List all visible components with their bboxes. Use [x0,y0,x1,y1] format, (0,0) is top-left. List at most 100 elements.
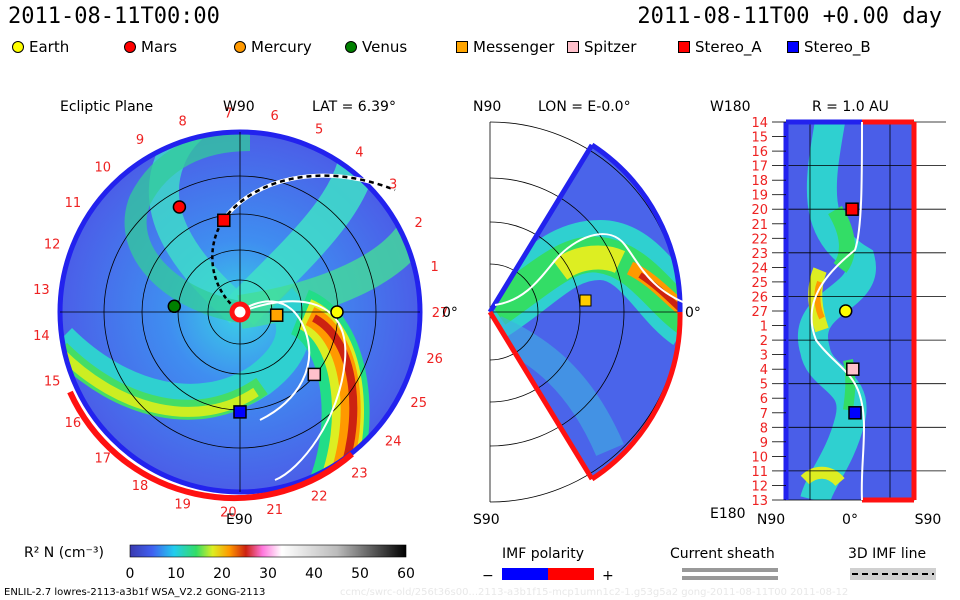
legend-item-earth: Earth [12,38,69,56]
imf-negative-swatch [502,568,548,580]
ecliptic-messenger-marker [269,308,284,322]
synoptic-y-tick-14: 14 [751,116,768,131]
synoptic-y-tick-25: 25 [751,276,768,291]
synoptic-y-tick-11: 11 [751,465,768,480]
watermark: ccmc/swrc-old/256t36s00...2113-a3b1f15-m… [340,587,849,598]
synoptic-top-label: W180 [710,99,751,115]
synoptic-spitzer-marker [846,362,860,376]
ecliptic-top-label: W90 [223,99,255,115]
colorbar-label: R² N (cm⁻³) [24,545,104,561]
ecliptic-bodies [167,200,344,419]
carrington-label-16: 16 [65,416,82,431]
imf-title: IMF polarity [502,546,584,562]
stereo-a-swatch [678,41,690,53]
synoptic-y-tick-23: 23 [751,247,768,262]
ecliptic-stereo-a-marker [217,213,231,228]
legend-item-spitzer: Spitzer [567,38,636,56]
carrington-label-24: 24 [385,435,402,450]
carrington-label-25: 25 [410,396,427,411]
colorbar-tick-0: 0 [126,566,135,582]
carrington-label-20: 20 [220,506,237,521]
mars-swatch [124,41,136,53]
synoptic-y-tick-6: 6 [760,392,768,407]
carrington-label-22: 22 [311,490,328,505]
imf-positive-swatch [548,568,594,580]
synoptic-y-tick-22: 22 [751,232,768,247]
imf-plus: + [602,568,614,584]
meridional-lon: LON = E-0.0° [538,99,631,115]
synoptic-y-tick-18: 18 [751,174,768,189]
synoptic-r: R = 1.0 AU [812,99,889,115]
synoptic-y-tick-3: 3 [760,349,768,364]
synoptic-y-tick-27: 27 [751,305,768,320]
carrington-label-23: 23 [351,466,368,481]
carrington-label-21: 21 [266,503,283,518]
synoptic-y-tick-21: 21 [751,218,768,233]
carrington-label-2: 2 [415,216,423,231]
carrington-label-3: 3 [389,177,397,192]
colorbar-tick-40: 40 [305,566,323,582]
earth-swatch [12,41,24,53]
date-title: 2011-08-11T00:00 [8,4,220,29]
legend-item-messenger: Messenger [456,38,554,56]
legend-label: Stereo_A [695,38,762,56]
legend-label: Messenger [473,38,555,56]
synoptic-y-tick-16: 16 [751,145,768,160]
carrington-label-4: 4 [355,146,363,161]
ecliptic-spitzer-marker [307,367,322,382]
carrington-label-6: 6 [271,109,279,124]
carrington-label-19: 19 [174,498,191,513]
messenger-swatch [456,41,468,53]
legend-label: Mercury [251,38,312,56]
carrington-label-18: 18 [132,479,149,494]
ecliptic-mars-marker [172,200,187,214]
synoptic-panel: 1415161718192021222324252627123456789101… [751,116,946,528]
ecliptic-lat: LAT = 6.39° [312,99,396,115]
synoptic-earth-marker [838,304,853,318]
ecliptic-bottom-label: E90 [226,512,253,528]
synoptic-bottom-label: E180 [710,506,746,522]
colorbar-tick-10: 10 [167,566,185,582]
ecliptic-venus-marker [167,299,182,314]
legend-label: Earth [29,38,70,56]
colorbar-tick-60: 60 [397,566,415,582]
carrington-label-14: 14 [33,329,50,344]
ecliptic-title: Ecliptic Plane [60,99,153,115]
synoptic-y-tick-19: 19 [751,189,768,204]
spitzer-swatch [567,41,579,53]
synoptic-y-tick-4: 4 [760,363,768,378]
synoptic-x-tick-n90: N90 [757,512,785,528]
legend-item-mars: Mars [124,38,177,56]
ecliptic-earth-marker [330,305,344,319]
carrington-label-1: 1 [430,260,438,275]
synoptic-y-tick-9: 9 [760,436,768,451]
carrington-label-11: 11 [65,196,82,211]
venus-swatch [345,41,357,53]
legend-label: Mars [141,38,178,56]
synoptic-x-tick-0-: 0° [842,512,858,528]
legend-item-venus: Venus [345,38,407,56]
colorbar-ticks: 0 10 20 30 40 50 60 [126,566,415,582]
carrington-label-13: 13 [33,283,50,298]
meridional-bottom-label: S90 [473,512,500,528]
synoptic-y-tick-2: 2 [760,334,768,349]
synoptic-y-tick-24: 24 [751,261,768,276]
meridional-right-label: 0° [685,305,701,321]
imf3d-title: 3D IMF line [848,546,926,562]
meridional-top-label: N90 [473,99,501,115]
carrington-label-10: 10 [95,161,112,176]
legend-item-mercury: Mercury [234,38,312,56]
sheath-line-2 [682,576,778,580]
colorbar-tick-50: 50 [351,566,369,582]
synoptic-stereo-a-marker [845,202,859,216]
synoptic-y-tick-12: 12 [751,480,768,495]
carrington-label-5: 5 [315,122,323,137]
synoptic-x-tick-s90: S90 [915,512,942,528]
colorbar-tick-20: 20 [213,566,231,582]
synoptic-y-tick-10: 10 [751,450,768,465]
meridional-panel [487,121,691,503]
imf-minus: − [482,568,494,584]
carrington-label-17: 17 [95,452,112,467]
